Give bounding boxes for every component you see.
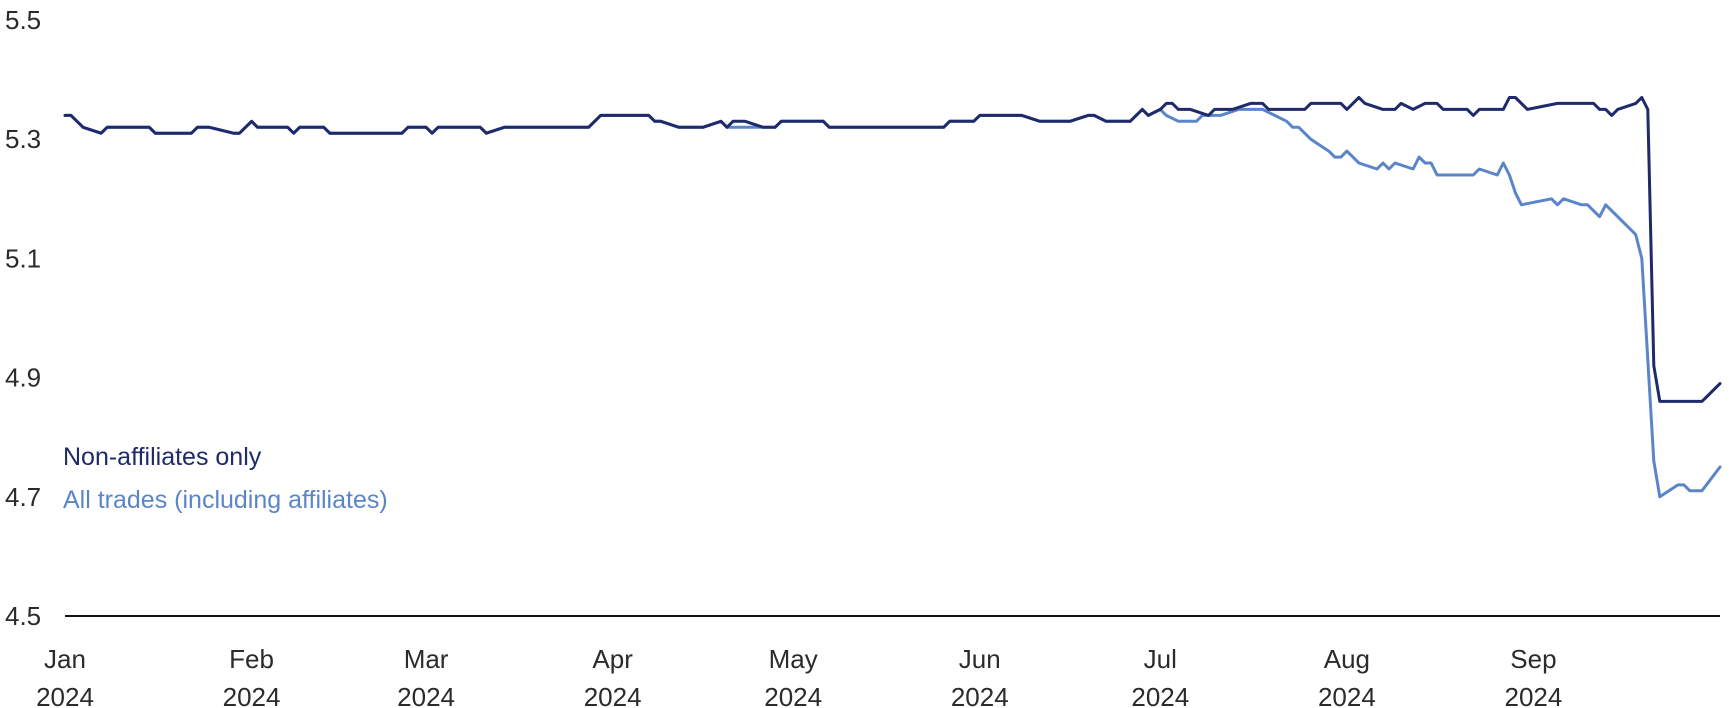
x-tick-month-label: Mar bbox=[404, 644, 449, 674]
x-tick-month-label: Aug bbox=[1324, 644, 1370, 674]
x-tick-year-label: 2024 bbox=[1131, 682, 1189, 708]
y-tick-label: 5.3 bbox=[5, 124, 41, 154]
x-tick-year-label: 2024 bbox=[951, 682, 1009, 708]
x-tick-month-label: Jan bbox=[44, 644, 86, 674]
legend-label: Non-affiliates only bbox=[63, 443, 262, 471]
x-axis-tick-labels: Jan 2024 Feb 2024 Mar 2024 Apr 2024 May 2024 Jun 20… bbox=[36, 644, 1562, 708]
y-tick-label: 4.7 bbox=[5, 482, 41, 512]
x-tick-month-label: Feb bbox=[229, 644, 274, 674]
x-tick-year-label: 2024 bbox=[1318, 682, 1376, 708]
x-tick-year-label: 2024 bbox=[1505, 682, 1563, 708]
x-tick-month-label: Jun bbox=[959, 644, 1001, 674]
x-tick-month-label: May bbox=[769, 644, 818, 674]
x-tick-year-label: 2024 bbox=[764, 682, 822, 708]
y-tick-label: 4.9 bbox=[5, 363, 41, 393]
y-tick-label: 5.1 bbox=[5, 243, 41, 273]
legend: Non-affiliates only All trades (including… bbox=[63, 443, 388, 514]
x-tick-month-label: Apr bbox=[592, 644, 633, 674]
series-line-all-trades bbox=[63, 107, 1722, 499]
series-lines bbox=[63, 96, 1722, 499]
x-tick-month-label: Sep bbox=[1510, 644, 1556, 674]
y-tick-label: 5.5 bbox=[5, 5, 41, 35]
y-axis-tick-labels: 4.5 4.7 4.9 5.1 5.3 5.5 bbox=[5, 5, 41, 631]
x-tick-year-label: 2024 bbox=[36, 682, 94, 708]
x-tick-year-label: 2024 bbox=[584, 682, 642, 708]
x-tick-month-label: Jul bbox=[1144, 644, 1177, 674]
x-tick-year-label: 2024 bbox=[397, 682, 455, 708]
y-tick-label: 4.5 bbox=[5, 601, 41, 631]
series-line-non-affiliates bbox=[63, 96, 1722, 403]
legend-label: All trades (including affiliates) bbox=[63, 486, 388, 514]
x-tick-year-label: 2024 bbox=[223, 682, 281, 708]
